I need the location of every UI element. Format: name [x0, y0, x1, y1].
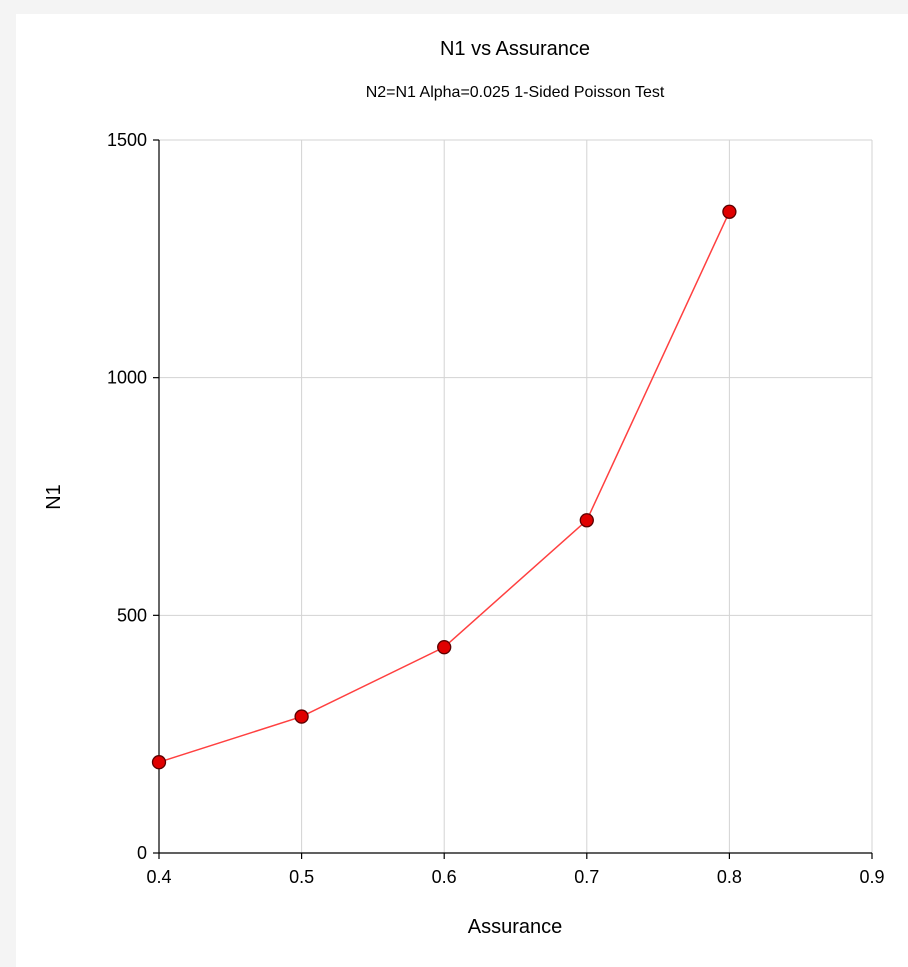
x-tick-label: 0.6 — [432, 867, 457, 887]
x-tick-label: 0.7 — [574, 867, 599, 887]
x-tick-label: 0.5 — [289, 867, 314, 887]
x-axis-label: Assurance — [468, 916, 563, 938]
x-tick-label: 0.9 — [859, 867, 884, 887]
axes — [153, 139, 873, 859]
y-tick-label: 500 — [117, 605, 147, 625]
y-axis-label: N1 — [43, 484, 65, 510]
chart-title: N1 vs Assurance — [440, 38, 590, 60]
x-tick-label: 0.8 — [717, 867, 742, 887]
series-group — [151, 204, 737, 770]
y-tick-label: 1500 — [107, 130, 147, 150]
chart-subtitle: N2=N1 Alpha=0.025 1-Sided Poisson Test — [366, 84, 665, 101]
y-tick-label: 1000 — [107, 368, 147, 388]
data-point — [722, 204, 737, 219]
data-point — [579, 513, 594, 528]
data-point — [437, 640, 452, 655]
x-tick-label: 0.4 — [146, 867, 171, 887]
gridlines — [159, 139, 873, 853]
y-tick-label: 0 — [137, 843, 147, 863]
tick-labels: 0.4 0.5 0.6 0.7 0.8 0.9 0 500 1000 1500 — [107, 130, 885, 887]
plot-panel — [16, 14, 908, 967]
data-point — [294, 709, 309, 724]
data-point — [151, 755, 167, 770]
